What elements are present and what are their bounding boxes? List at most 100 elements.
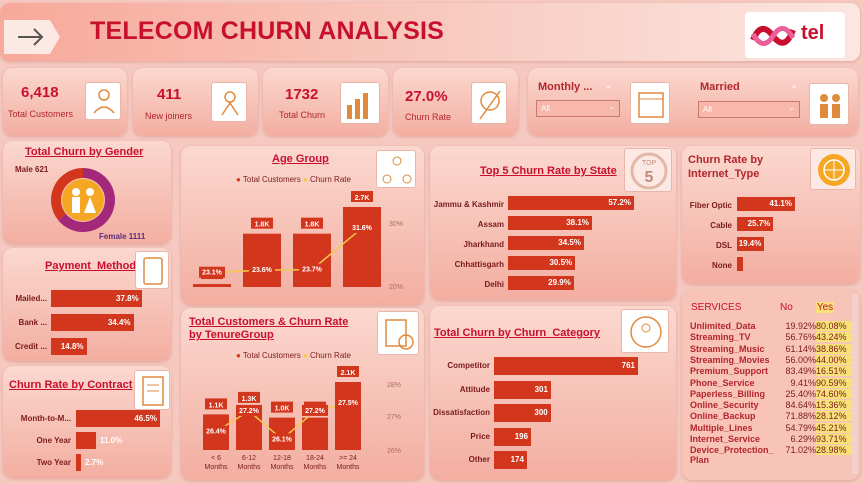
bar-value: 14.8%: [60, 342, 84, 351]
category-panel: Total Churn by Churn_Category Competitor…: [430, 306, 676, 480]
service-name: Phone_Service: [690, 377, 755, 388]
yes-header: Yes: [816, 302, 834, 313]
tenure-title: Total Customers & Churn Rate by TenureGr…: [189, 316, 349, 341]
kpi-card-total-churn: 1732 Total Churn: [263, 68, 388, 136]
legend-churn-rate: Churn Rate: [310, 351, 351, 360]
bar-label: Jharkhand: [463, 240, 504, 249]
axis-tick: 27%: [387, 414, 401, 421]
rate-value: 23.6%: [252, 267, 273, 274]
no-value: 71.02%: [785, 445, 816, 456]
rate-value-tag: [249, 264, 275, 276]
yes-value: 45.21%: [816, 422, 852, 433]
age-group-icon: [376, 150, 416, 188]
x-tick-label: >= 24: [339, 455, 357, 462]
payment-card-icon: [135, 251, 169, 289]
bar: 11.0%: [76, 432, 122, 449]
bar-value-tag: [301, 217, 323, 229]
bar-label: Two Year: [36, 458, 71, 467]
scrollbar[interactable]: [852, 294, 858, 474]
bar-label: Credit ...: [14, 342, 47, 351]
x-tick-label: 18-24: [306, 455, 324, 462]
x-tick-label: 12-18: [273, 455, 291, 462]
bar-value: 34.4%: [107, 318, 131, 327]
page-title: TELECOM CHURN ANALYSIS: [90, 17, 444, 45]
column-bar: [243, 233, 281, 287]
male-body: [72, 197, 80, 213]
female-body: [84, 197, 96, 213]
globe-icon: [810, 148, 856, 190]
rate-value-tag: [199, 266, 225, 278]
yes-value: 38.86%: [816, 343, 852, 354]
rate-value: 27.5%: [338, 400, 359, 407]
bar-value: 34.5%: [558, 238, 581, 247]
bar-label: Other: [468, 455, 490, 464]
bar-value: 2.7%: [85, 458, 104, 467]
no-value: 6.29%: [790, 434, 816, 444]
married-filter-label: Married: [700, 81, 740, 93]
bar: 14.8%: [51, 338, 87, 355]
rate-value-tag: [299, 263, 325, 275]
monthly-dropdown[interactable]: All ⌄: [536, 100, 620, 117]
bar: 38.1%: [508, 216, 592, 230]
chevron-down-icon: ⌄: [788, 103, 795, 112]
top-5-icon: TOP 5: [624, 148, 672, 192]
x-tick-label: Months: [337, 464, 360, 471]
rate-value-tag: [335, 397, 361, 409]
services-header: SERVICES: [691, 302, 742, 313]
contract-title: Churn Rate by Contract: [9, 379, 133, 391]
yes-value: 80.08%: [816, 321, 852, 331]
monthly-filter-label: Monthly ...: [538, 81, 593, 93]
female-slice: [58, 168, 115, 232]
bar: 19.4%: [737, 237, 765, 251]
yes-value: 16.51%: [816, 366, 852, 377]
bar: 2.7%: [76, 454, 103, 471]
kpi-value: 27.0%: [405, 88, 448, 105]
category-title: Total Churn by Churn_Category: [434, 327, 601, 339]
kpi-label: Total Churn: [279, 110, 326, 120]
column-bar: [293, 233, 331, 287]
services-table: SERVICES No Yes Unlimited_Data 19.92% 80.0…: [682, 290, 860, 480]
male-slice: [51, 168, 84, 221]
married-dropdown[interactable]: All ⌄: [698, 101, 800, 118]
bar-value: 29.9%: [548, 278, 571, 287]
service-name: Multiple_Lines: [690, 422, 753, 433]
back-arrow-button[interactable]: [4, 20, 60, 54]
family-icon: [809, 83, 849, 125]
bar-value: 761: [621, 361, 635, 370]
no-value: 71.88%: [785, 411, 816, 422]
x-tick-label: Months: [304, 464, 327, 471]
bar-label: Bank ...: [18, 318, 47, 327]
rate-value: 27.2%: [305, 408, 326, 415]
yes-value: 15.36%: [816, 400, 852, 411]
service-name: Unlimited_Data: [690, 321, 756, 331]
bar: [737, 257, 743, 271]
column-bar: [343, 207, 381, 287]
rate-value: 31.6%: [352, 225, 373, 232]
no-value: 56.76%: [785, 332, 816, 343]
male-figure-icon: [72, 188, 80, 196]
bar-label: Assam: [477, 220, 504, 229]
married-selected-value: All: [703, 105, 712, 114]
bar: 37.8%: [51, 290, 142, 307]
axis-tick: 20%: [389, 284, 403, 291]
bar-value: 1.0K: [275, 406, 290, 413]
gender-donut-chart: [51, 168, 115, 232]
axis-tick: 30%: [389, 221, 403, 228]
x-tick-label: 6-12: [242, 455, 256, 462]
kpi-card-total-customers: 6,418 Total Customers: [3, 68, 127, 136]
tenure-chart: 28%27%26%1.1K1.3K1.0K1.0K2.1K26.4%27.2%2…: [203, 366, 401, 471]
rate-value-tag: [349, 222, 375, 234]
bar: 41.1%: [737, 197, 795, 211]
calendar-money-icon: [630, 82, 670, 124]
bar-label: Chhattisgarh: [454, 260, 504, 269]
no-value: 54.79%: [785, 422, 816, 433]
bar: 29.9%: [508, 276, 574, 290]
service-name: Online_Backup: [690, 411, 756, 422]
bar: 301: [494, 380, 551, 399]
rate-value: 23.7%: [302, 267, 323, 274]
legend-churn-rate: Churn Rate: [310, 175, 351, 184]
yes-value: 43.24%: [816, 332, 852, 343]
bar-value: 19.4%: [738, 239, 762, 248]
bar-label: Delhi: [484, 280, 504, 289]
rate-value-tag: [236, 404, 262, 416]
